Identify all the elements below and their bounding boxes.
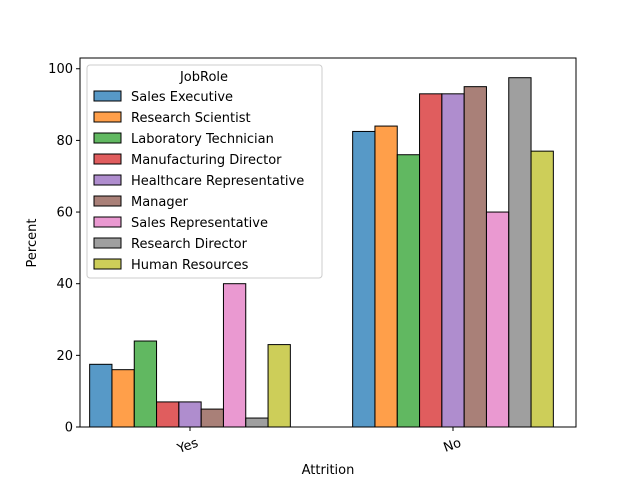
x-tick-label: No <box>442 436 464 456</box>
bar <box>419 93 443 428</box>
legend-label: Laboratory Technician <box>131 132 274 147</box>
y-tick-label: 40 <box>56 277 73 292</box>
legend-swatch <box>93 132 122 144</box>
bar <box>267 344 291 428</box>
legend: JobRole Sales Executive Research Scientis… <box>86 64 323 279</box>
bar <box>396 154 421 428</box>
bar <box>200 408 224 428</box>
legend-label: Sales Executive <box>131 90 233 105</box>
bar <box>463 86 487 428</box>
legend-label: Human Resources <box>131 258 249 273</box>
y-tick-label: 0 <box>65 421 73 436</box>
y-tick-label: 100 <box>48 62 73 77</box>
bar <box>530 150 554 428</box>
bar <box>89 363 113 428</box>
bar <box>111 369 135 428</box>
legend-box <box>86 64 323 279</box>
axes-frame <box>79 57 577 428</box>
bar <box>441 93 465 428</box>
x-axis-label: Attrition <box>302 463 355 478</box>
y-tick-label: 20 <box>56 349 73 364</box>
legend-swatch <box>93 90 122 102</box>
legend-label: Research Director <box>131 237 248 252</box>
legend-swatch <box>93 111 122 123</box>
legend-items: Sales Executive Research Scientist Laborat… <box>93 90 304 273</box>
bar <box>508 77 532 428</box>
bars-layer <box>89 77 554 428</box>
legend-swatch <box>93 216 122 228</box>
legend-title: JobRole <box>179 70 228 85</box>
bar <box>222 283 247 428</box>
y-axis-label: Percent <box>25 219 40 268</box>
x-tick-label: Yes <box>175 436 201 458</box>
legend-swatch <box>93 237 122 249</box>
legend-label: Manufacturing Director <box>131 153 282 168</box>
bar <box>245 417 269 428</box>
bar <box>133 340 158 428</box>
legend-swatch <box>93 174 122 186</box>
legend-label: Manager <box>131 195 189 210</box>
bar <box>485 211 510 428</box>
bar <box>374 125 398 428</box>
legend-label: Research Scientist <box>131 111 251 126</box>
bar <box>156 401 180 428</box>
legend-label: Healthcare Representative <box>131 174 304 189</box>
legend-label: Sales Representative <box>131 216 268 231</box>
y-tick-label: 60 <box>56 206 73 221</box>
legend-swatch <box>93 153 122 165</box>
legend-swatch <box>93 195 122 207</box>
bar <box>178 401 202 428</box>
x-axis: Yes No <box>175 427 464 458</box>
bar <box>352 130 376 428</box>
y-tick-label: 80 <box>56 134 73 149</box>
y-axis: 0 20 40 60 80 100 <box>48 62 80 436</box>
legend-swatch <box>93 258 122 270</box>
